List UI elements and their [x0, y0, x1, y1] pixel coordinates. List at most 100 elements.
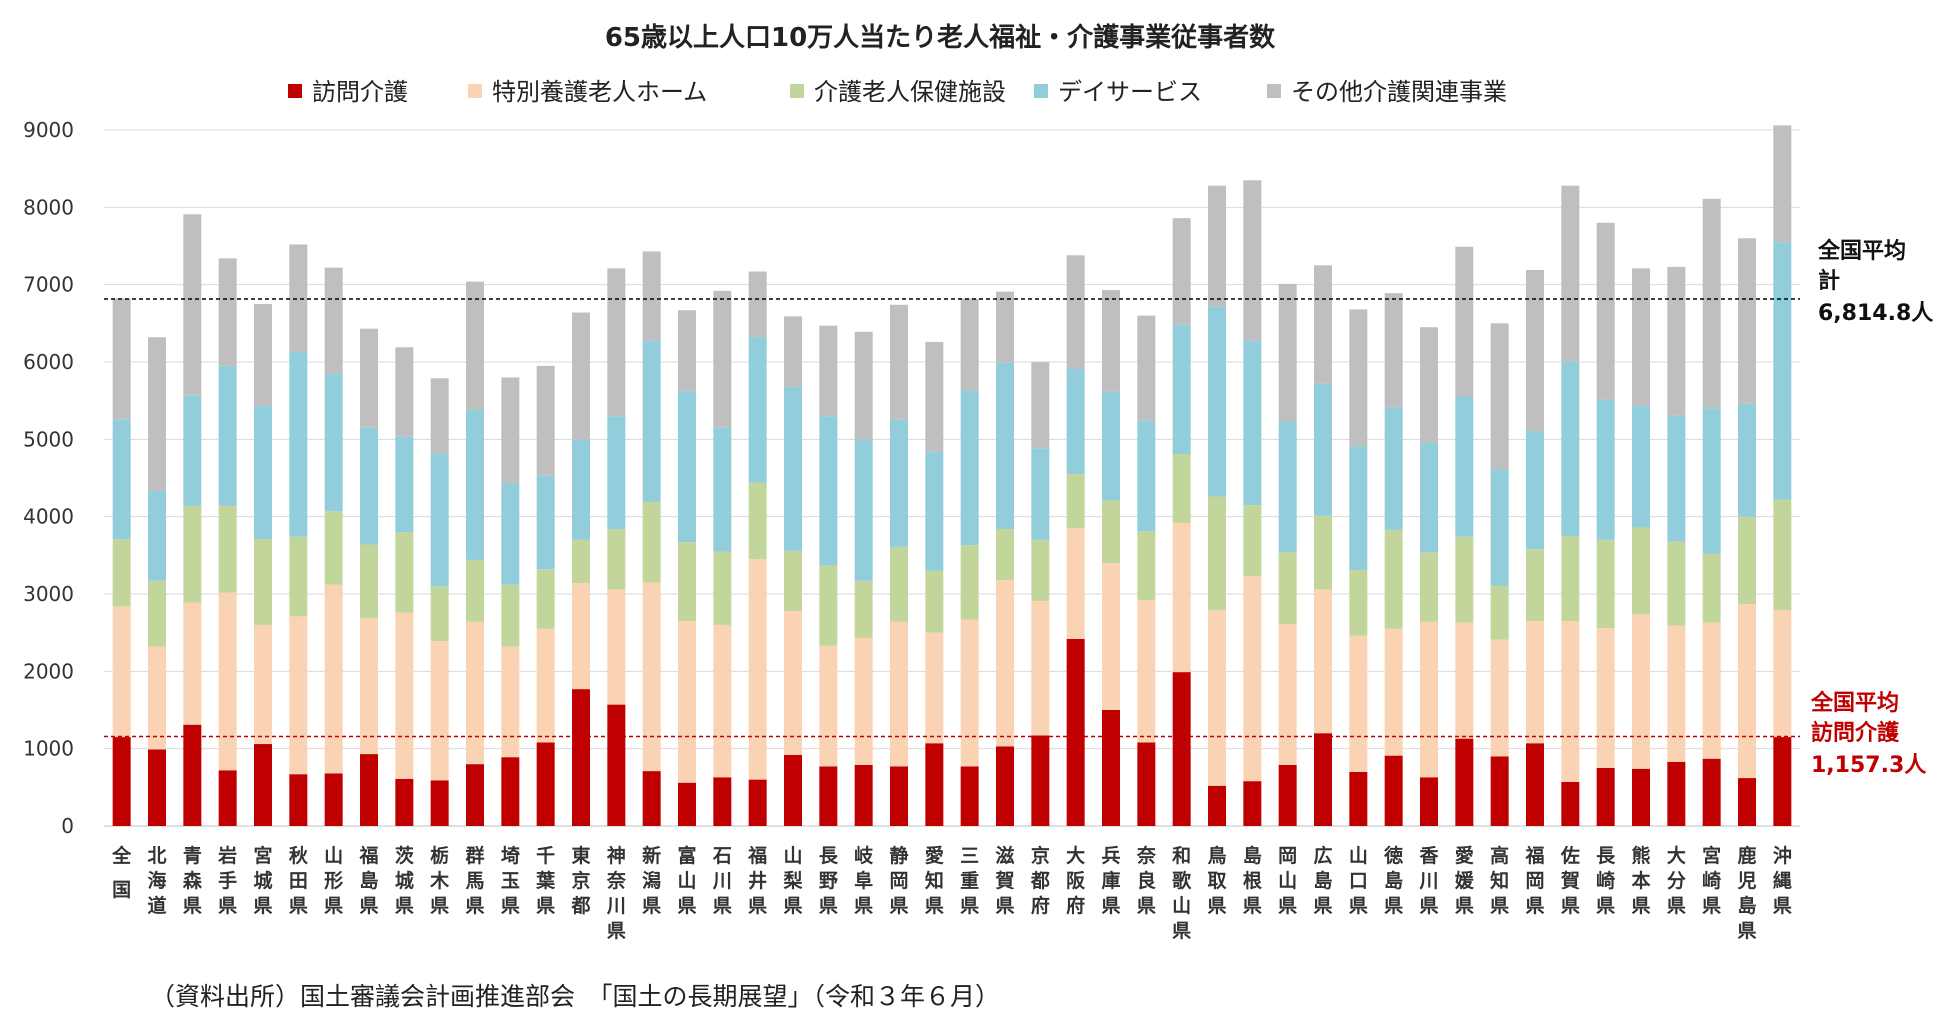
bar-segment: [960, 766, 979, 826]
x-tick-char: 県: [677, 895, 696, 917]
bar-segment: [1314, 515, 1332, 590]
bar-segment: [678, 310, 696, 392]
bar-segment: [1349, 309, 1368, 447]
bar-segment: [466, 764, 484, 826]
bar-segment: [430, 454, 449, 587]
bar-segment: [1632, 268, 1650, 407]
bar-segment: [395, 532, 414, 613]
bar-segment: [112, 298, 131, 420]
x-tick-char: 県: [1313, 895, 1332, 917]
bar-segment: [1596, 628, 1615, 768]
x-tick-char: 県: [1349, 895, 1368, 917]
bar-segment: [1702, 198, 1721, 409]
x-tick-char: 長: [1596, 845, 1616, 867]
bar-segment: [1066, 638, 1085, 826]
bar-segment: [854, 764, 873, 826]
x-tick-char: 県: [783, 895, 802, 917]
bar-segment: [360, 427, 378, 545]
gridlines: [104, 129, 1800, 827]
bar-segment: [607, 416, 626, 530]
x-tick-char: 国: [112, 879, 131, 901]
x-tick-char: 府: [1066, 894, 1085, 917]
x-tick-char: 兵: [1101, 845, 1120, 867]
x-tick-char: 野: [819, 870, 838, 892]
bar-segment: [678, 621, 696, 783]
bar-segment: [1349, 771, 1368, 826]
x-tick-char: 府: [1031, 894, 1050, 917]
bar-segment: [960, 619, 979, 767]
bar-segment: [395, 436, 414, 533]
bar-segment: [1596, 399, 1615, 540]
bar-segment: [536, 628, 555, 743]
bar-segment: [1561, 781, 1580, 826]
bar-segment: [1243, 340, 1262, 506]
bar-segment: [678, 391, 696, 543]
x-tick-label: 和歌山県: [1172, 844, 1192, 942]
x-tick-label: 富山県: [677, 844, 696, 917]
bars: [112, 125, 1792, 826]
x-tick-char: 県: [889, 895, 908, 917]
x-tick-char: 県: [501, 895, 520, 917]
bar-segment: [996, 580, 1014, 747]
x-tick-label: 大分県: [1667, 844, 1686, 917]
bar-segment: [289, 244, 308, 352]
x-tick-char: 県: [748, 895, 767, 917]
legend-swatch: [1034, 84, 1048, 98]
bar-segment: [607, 529, 626, 590]
x-tick-char: 栃: [430, 844, 449, 867]
legend-label: デイサービス: [1058, 78, 1202, 106]
y-tick-label: 3000: [23, 582, 74, 606]
bar-segment: [819, 565, 838, 646]
bar-segment: [1208, 610, 1226, 786]
bar-segment: [254, 304, 272, 407]
bar-segment: [1137, 742, 1156, 826]
bar-segment: [819, 325, 838, 417]
bar-segment: [1137, 315, 1156, 421]
x-tick-char: 和: [1172, 844, 1191, 867]
bar-segment: [112, 737, 131, 826]
bar-segment: [183, 602, 202, 725]
x-tick-char: 県: [713, 895, 732, 917]
x-tick-char: 岐: [854, 845, 874, 867]
bar-segment: [819, 416, 838, 566]
x-tick-char: 県: [1419, 895, 1438, 917]
bar-segment: [536, 475, 555, 570]
bar-segment: [1314, 733, 1332, 826]
bar-segment: [925, 451, 944, 571]
bar-segment: [713, 624, 732, 778]
bar-segment: [466, 559, 484, 622]
x-tick-char: 県: [1490, 895, 1509, 917]
bar-segment: [1632, 527, 1650, 615]
bar-segment: [1137, 600, 1156, 743]
bar-segment: [289, 536, 308, 617]
x-tick-char: 森: [183, 869, 203, 892]
bar-segment: [430, 641, 449, 781]
x-tick-label: 山梨県: [782, 845, 803, 917]
x-tick-label: 東京都: [570, 844, 590, 917]
x-tick-char: 沖: [1773, 844, 1792, 867]
bar-segment: [572, 312, 590, 440]
x-tick-char: 島: [1384, 869, 1403, 892]
bar-segment: [1596, 539, 1615, 629]
x-tick-char: 県: [1278, 895, 1297, 917]
x-tick-char: 玉: [501, 870, 520, 892]
bar-segment: [713, 551, 732, 625]
bar-segment: [1243, 505, 1262, 577]
bar-segment: [1278, 283, 1297, 422]
x-tick-char: 県: [1596, 895, 1615, 917]
x-tick-char: 知: [925, 869, 944, 892]
x-tick-char: 崎: [1702, 869, 1721, 892]
x-tick-label: 福島県: [358, 844, 378, 917]
x-tick-char: 新: [642, 844, 661, 867]
y-tick-label: 7000: [23, 273, 74, 297]
x-tick-label: 福井県: [747, 844, 767, 917]
bar-segment: [1208, 185, 1226, 307]
bar-segment: [1349, 635, 1368, 772]
bar-segment: [254, 744, 272, 826]
bar-segment: [642, 501, 661, 583]
reference-label: 全国平均: [1810, 690, 1899, 716]
x-tick-char: 山: [324, 845, 343, 867]
bar-segment: [678, 782, 696, 826]
x-tick-char: 山: [1172, 895, 1191, 917]
bar-segment: [642, 582, 661, 772]
